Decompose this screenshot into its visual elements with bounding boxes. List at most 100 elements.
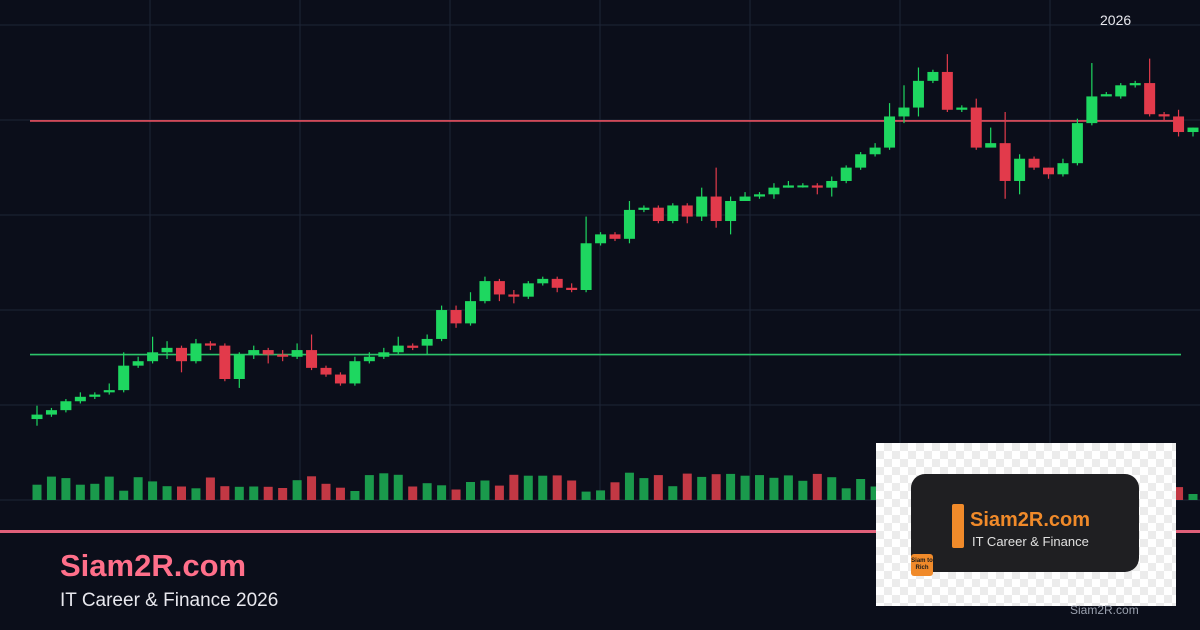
brand-name: Siam2R.com xyxy=(60,548,247,583)
candle-body xyxy=(985,143,997,148)
volume-bar xyxy=(740,475,750,500)
volume-bar xyxy=(263,486,273,500)
candle-body xyxy=(941,71,953,110)
candle-body xyxy=(1014,158,1026,181)
candle-body xyxy=(652,207,664,222)
volume-bar xyxy=(639,478,649,500)
brand-tagline: IT Career & Finance 2026 xyxy=(60,590,279,611)
candle-body xyxy=(479,281,491,302)
candle-body xyxy=(89,394,101,397)
volume-bar xyxy=(610,482,620,500)
candle-body xyxy=(782,185,794,188)
candle-body xyxy=(161,347,173,353)
volume-bar xyxy=(133,477,143,500)
candle-body xyxy=(811,185,823,188)
candle-body xyxy=(60,401,72,411)
volume-bar xyxy=(870,486,880,500)
volume-bar xyxy=(119,490,129,500)
volume-bar xyxy=(220,486,230,500)
volume-bar xyxy=(61,478,71,500)
candle-body xyxy=(1057,163,1069,175)
volume-bar xyxy=(104,476,114,500)
volume-bar xyxy=(393,474,403,500)
candle-body xyxy=(710,196,722,222)
volume-bar xyxy=(841,488,851,500)
volume-bar xyxy=(32,484,42,500)
volume-bar xyxy=(624,472,634,500)
candle-body xyxy=(768,187,780,195)
volume-bar xyxy=(769,477,779,500)
candle-body xyxy=(754,194,765,197)
candle-body xyxy=(667,205,679,222)
candle-body xyxy=(1187,127,1199,133)
volume-bar xyxy=(234,486,244,500)
candle-body xyxy=(1158,114,1170,117)
logo-title: Siam2R.com xyxy=(970,509,1091,531)
volume-bar xyxy=(509,474,519,500)
candle-body xyxy=(262,350,274,355)
candle-body xyxy=(537,278,549,284)
volume-bar xyxy=(697,476,707,500)
candle-body xyxy=(306,350,318,368)
candle-body xyxy=(1129,83,1141,86)
candle-body xyxy=(580,243,592,290)
candle-body xyxy=(869,147,881,155)
volume-bar xyxy=(205,477,215,500)
candle-body xyxy=(566,287,578,290)
volume-bar xyxy=(812,473,822,500)
candlestick-chart xyxy=(0,0,1200,501)
volume-bar xyxy=(523,475,533,500)
candle-body xyxy=(103,390,115,393)
volume-bar xyxy=(466,482,475,500)
candle-body xyxy=(1115,85,1127,97)
candle-body xyxy=(508,294,520,297)
candle-body xyxy=(681,205,693,217)
volume-bar xyxy=(668,486,678,500)
volume-bar xyxy=(596,490,606,500)
candle-body xyxy=(74,396,86,402)
volume-bar xyxy=(191,488,201,500)
candle-body xyxy=(421,338,433,346)
candle-body xyxy=(1071,123,1083,164)
volume-bar xyxy=(552,475,562,500)
candle-body xyxy=(898,107,910,117)
candle-body xyxy=(147,352,159,362)
candle-body xyxy=(450,310,462,324)
candle-body xyxy=(277,354,289,357)
volume-bar xyxy=(278,488,288,500)
volume-bar xyxy=(798,480,808,500)
candle-body xyxy=(522,283,534,297)
candle-body xyxy=(45,410,57,415)
volume-bar xyxy=(249,486,259,500)
candle-body xyxy=(465,301,476,324)
candle-body xyxy=(436,310,448,339)
volume-bar xyxy=(567,480,577,500)
candle-body xyxy=(233,354,245,379)
volume-bar xyxy=(46,476,56,500)
candle-body xyxy=(1028,158,1040,168)
volume-bar xyxy=(148,481,158,500)
logo-badge: Siam to Rich xyxy=(911,554,933,576)
logo-card: Siam2R.com IT Career & Finance Siam to R… xyxy=(911,474,1139,576)
candle-body xyxy=(378,352,390,357)
candle-body xyxy=(1043,167,1054,175)
candle-body xyxy=(190,343,202,362)
watermark: Siam2R.com xyxy=(1070,603,1139,617)
candle-body xyxy=(1100,94,1112,97)
candles xyxy=(31,54,1199,426)
candle-body xyxy=(493,281,505,295)
volume-bar xyxy=(856,479,866,500)
volume-bar xyxy=(75,484,85,500)
candle-body xyxy=(407,345,419,348)
volume-bar xyxy=(827,477,837,500)
candle-body xyxy=(204,343,216,346)
volume-bar xyxy=(379,473,389,500)
candle-body xyxy=(970,107,982,148)
volume-bar xyxy=(422,483,432,500)
volume-bar xyxy=(364,475,374,500)
volume-bar xyxy=(755,475,764,500)
candle-body xyxy=(725,201,737,222)
volume-bar xyxy=(581,491,591,500)
volume-bar xyxy=(292,480,302,500)
year-label: 2026 xyxy=(1100,12,1132,28)
